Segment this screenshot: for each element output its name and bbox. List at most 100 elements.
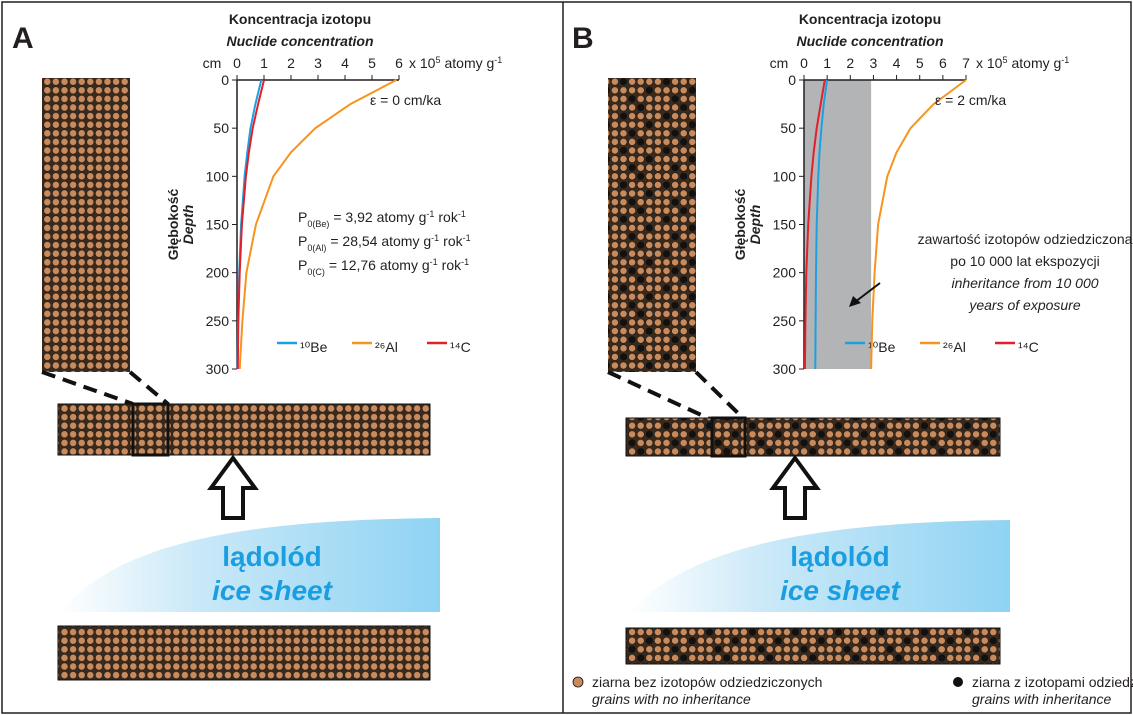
x-unit-part: atomy g bbox=[1011, 55, 1061, 71]
y-tick-label: 100 bbox=[773, 168, 797, 184]
erosion-label: ε = 2 cm/ka bbox=[935, 92, 1006, 108]
production-rate: P0(Be)= 3,92 atomy g-1rok-1 bbox=[298, 209, 466, 229]
production-rate-part: -1 bbox=[463, 233, 471, 243]
y-tick-label: 250 bbox=[206, 313, 230, 329]
annotation: inheritance from 10 000 bbox=[951, 275, 1098, 291]
y-tick-label: 250 bbox=[773, 313, 797, 329]
x-tick-label: 0 bbox=[233, 55, 241, 71]
x-tick-label: 3 bbox=[314, 55, 322, 71]
x-unit-part: x 10 bbox=[976, 55, 1003, 71]
grain-column bbox=[608, 78, 696, 372]
x-tick-label: 2 bbox=[287, 55, 295, 71]
x-unit-part: 5 bbox=[435, 55, 440, 65]
x-unit-part: x 10 bbox=[409, 55, 436, 71]
figure: A lądolód ice sheet B lądolód ice sheet … bbox=[0, 0, 1133, 715]
production-rate-part: rok bbox=[442, 257, 462, 273]
annotation: years of exposure bbox=[968, 297, 1080, 313]
x-tick-label: 4 bbox=[341, 55, 349, 71]
zoom-line bbox=[696, 372, 745, 420]
legend-text-en: grains with inheritance bbox=[972, 691, 1112, 707]
zoom-line bbox=[130, 372, 168, 404]
grain-layer bbox=[58, 404, 430, 455]
zoom-line bbox=[608, 372, 712, 420]
legend-label: ¹⁰Be bbox=[300, 339, 328, 355]
y-tick-label: 100 bbox=[206, 168, 230, 184]
grain-layer bbox=[58, 626, 430, 680]
production-rate-part: = 3,92 atomy g bbox=[333, 209, 426, 225]
legend-label: ²⁶Al bbox=[943, 339, 966, 355]
y-tick-label: 50 bbox=[213, 120, 229, 136]
legend-text-en: grains with no inheritance bbox=[592, 691, 751, 707]
y-label: Głębokość bbox=[732, 189, 748, 261]
y-tick-label: 300 bbox=[206, 361, 230, 377]
production-rate-part: -1 bbox=[430, 257, 438, 267]
ice-label: lądolód bbox=[222, 541, 322, 572]
production-rate-part: rok bbox=[443, 233, 463, 249]
x-unit-part: 5 bbox=[1002, 55, 1007, 65]
production-rate-part: 0(Be) bbox=[307, 219, 329, 229]
y-tick-label: 0 bbox=[221, 72, 229, 88]
legend-label: ¹⁴C bbox=[1018, 339, 1039, 355]
production-rate-part: = 12,76 atomy g bbox=[329, 257, 430, 273]
zoom-line bbox=[42, 372, 133, 404]
production-rate-part: -1 bbox=[431, 233, 439, 243]
x-tick-label: 6 bbox=[395, 55, 403, 71]
grain-layer bbox=[626, 418, 1000, 456]
y-tick-label: 200 bbox=[773, 265, 797, 281]
y-label-en: Depth bbox=[747, 205, 763, 245]
x-tick-label: 5 bbox=[368, 55, 376, 71]
production-rate-part: P bbox=[298, 209, 307, 225]
panel-label: A bbox=[12, 22, 34, 55]
chart-title: Koncentracja izotopu bbox=[229, 11, 371, 27]
inheritance-band bbox=[804, 80, 871, 369]
y-tick-label: 200 bbox=[206, 265, 230, 281]
production-rate-part: P bbox=[298, 233, 307, 249]
ice-label-en: ice sheet bbox=[212, 575, 334, 606]
production-rate-part: = 28,54 atomy g bbox=[330, 233, 431, 249]
annotation: zawartość izotopów odziedziczona bbox=[918, 231, 1133, 247]
legend-text: ziarna z izotopami odziedziczonymi bbox=[972, 674, 1133, 690]
production-rate-part: 0(Al) bbox=[307, 243, 326, 253]
y-tick-label: 150 bbox=[773, 217, 797, 233]
chart-title: Koncentracja izotopu bbox=[799, 11, 941, 27]
legend-grain bbox=[953, 677, 963, 687]
panel-label: B bbox=[572, 22, 594, 55]
x-unit-part: atomy g bbox=[444, 55, 494, 71]
production-rate-part: rok bbox=[438, 209, 458, 225]
grain-column bbox=[42, 78, 130, 372]
production-rate-part: -1 bbox=[426, 209, 434, 219]
x-tick-label: 5 bbox=[916, 55, 924, 71]
x-unit: x 105 atomy g-1 bbox=[976, 55, 1069, 71]
x-tick-label: 6 bbox=[939, 55, 947, 71]
page: A lądolód ice sheet B lądolód ice sheet … bbox=[0, 0, 1133, 715]
legend-text: ziarna bez izotopów odziedziczonych bbox=[592, 674, 822, 690]
production-rate-part: P bbox=[298, 257, 307, 273]
erosion-label: ε = 0 cm/ka bbox=[370, 92, 441, 108]
ice-label-en: ice sheet bbox=[780, 575, 902, 606]
series-line bbox=[871, 80, 966, 369]
y-label: Głębokość bbox=[165, 189, 181, 261]
y-tick-label: 150 bbox=[206, 217, 230, 233]
x-tick-label: 0 bbox=[800, 55, 808, 71]
x-unit-part: -1 bbox=[1061, 55, 1069, 65]
y-unit: cm bbox=[770, 55, 789, 71]
x-tick-label: 7 bbox=[962, 55, 970, 71]
x-tick-label: 3 bbox=[870, 55, 878, 71]
arrow bbox=[773, 458, 817, 518]
y-label-en: Depth bbox=[180, 205, 196, 245]
legend-label: ²⁶Al bbox=[375, 339, 398, 355]
chart-subtitle: Nuclide concentration bbox=[796, 33, 943, 49]
y-tick-label: 0 bbox=[788, 72, 796, 88]
production-rate-part: -1 bbox=[458, 209, 466, 219]
x-tick-label: 1 bbox=[823, 55, 831, 71]
annotation: po 10 000 lat ekspozycji bbox=[950, 253, 1099, 269]
grain-layer bbox=[626, 628, 1000, 664]
y-tick-label: 300 bbox=[773, 361, 797, 377]
x-tick-label: 1 bbox=[260, 55, 268, 71]
x-tick-label: 2 bbox=[846, 55, 854, 71]
arrow bbox=[211, 458, 255, 518]
legend-grain bbox=[573, 677, 583, 687]
